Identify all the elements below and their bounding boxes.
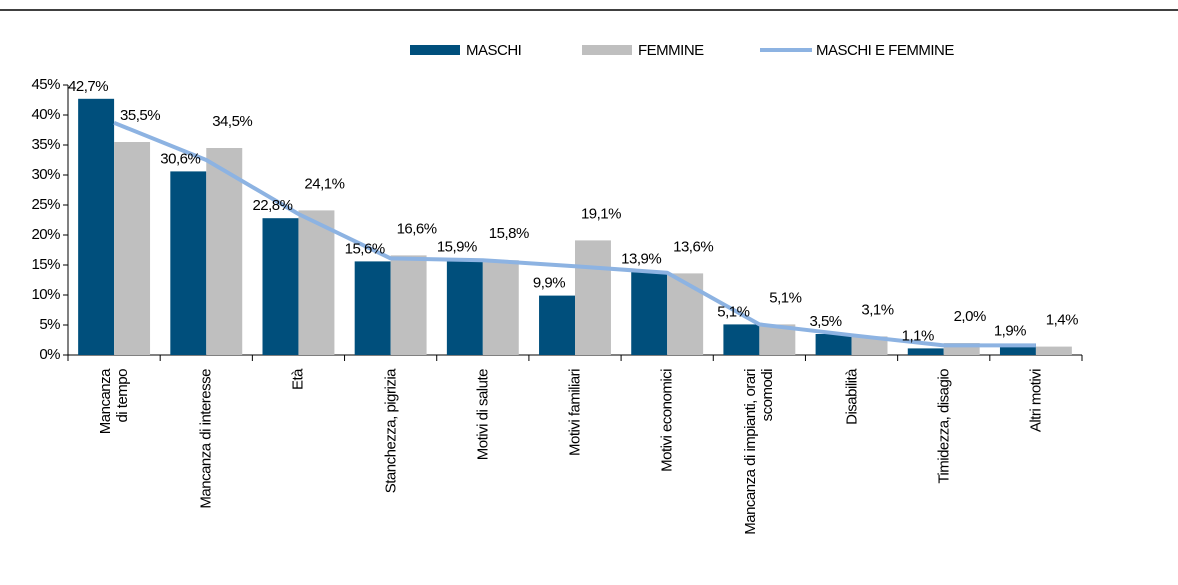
value-label: 13,9% — [621, 251, 661, 268]
value-label: 24,1% — [304, 175, 344, 192]
y-tick-label: 20% — [31, 226, 60, 243]
bar — [354, 261, 391, 355]
bar — [298, 210, 335, 355]
x-tick-label: Motivi di salute — [474, 369, 492, 461]
x-tick-label: Mancanza di impianti, orari scomodi — [742, 369, 777, 535]
bar — [815, 334, 852, 355]
y-tick-label: 15% — [31, 256, 60, 273]
value-label: 15,8% — [489, 225, 529, 242]
bar — [539, 295, 575, 355]
bar — [262, 218, 299, 355]
y-tick-label: 45% — [31, 76, 60, 93]
bar — [667, 273, 704, 355]
value-label: 2,0% — [954, 308, 986, 325]
bar — [482, 260, 519, 355]
x-tick-label: Età — [289, 369, 307, 391]
value-label: 1,4% — [1046, 312, 1078, 329]
y-tick-label: 5% — [39, 316, 60, 333]
x-tick-label: Stanchezza, pigrizia — [382, 369, 400, 494]
value-label: 15,9% — [437, 239, 477, 256]
value-label: 22,8% — [252, 197, 292, 214]
value-label: 15,6% — [345, 240, 385, 257]
y-tick-label: 10% — [31, 286, 60, 303]
y-tick-label: 25% — [31, 196, 60, 213]
legend-label: FEMMINE — [638, 42, 704, 59]
value-label: 19,1% — [581, 205, 621, 222]
x-tick-label: Disabilità — [843, 369, 861, 425]
value-label: 34,5% — [212, 113, 252, 130]
x-tick-label: Timidezza, disagio — [935, 369, 953, 484]
x-tick-label: Mancanza di interesse — [197, 369, 215, 509]
value-label: 13,6% — [673, 238, 713, 255]
y-tick-label: 35% — [31, 136, 60, 153]
line-series — [113, 120, 1036, 348]
value-label: 1,9% — [994, 323, 1026, 340]
value-label: 42,7% — [68, 78, 108, 95]
legend-label: MASCHI — [466, 42, 521, 59]
bar — [446, 259, 483, 355]
y-tick-label: 0% — [39, 346, 60, 363]
bar — [1035, 346, 1072, 355]
legend-swatch — [582, 45, 632, 55]
value-label: 35,5% — [120, 107, 160, 124]
y-tick-label: 40% — [31, 106, 60, 123]
value-label: 3,1% — [861, 301, 893, 318]
y-tick-label: 30% — [31, 166, 60, 183]
bar — [390, 255, 427, 355]
value-label: 30,6% — [160, 150, 200, 167]
value-label: 16,6% — [397, 220, 437, 237]
bar — [723, 324, 760, 355]
bar — [78, 98, 115, 356]
bar — [999, 343, 1036, 355]
bar — [851, 336, 888, 355]
value-label: 9,9% — [533, 275, 565, 292]
value-label: 5,1% — [717, 303, 749, 320]
bar — [114, 142, 151, 355]
bar — [907, 348, 944, 355]
value-label: 1,1% — [902, 327, 934, 344]
bar — [206, 148, 243, 355]
bar — [575, 240, 611, 355]
value-label: 3,5% — [809, 313, 841, 330]
x-tick-label: Motivi economici — [658, 369, 676, 472]
value-label: 5,1% — [769, 289, 801, 306]
x-tick-label: Mancanza di tempo — [97, 369, 132, 435]
bar — [631, 271, 668, 355]
x-tick-label: Motivi familiari — [566, 369, 584, 457]
bar — [170, 171, 207, 355]
x-tick-label: Altri motivi — [1027, 369, 1045, 433]
legend-swatch — [410, 45, 460, 55]
legend-label: MASCHI E FEMMINE — [816, 42, 954, 59]
